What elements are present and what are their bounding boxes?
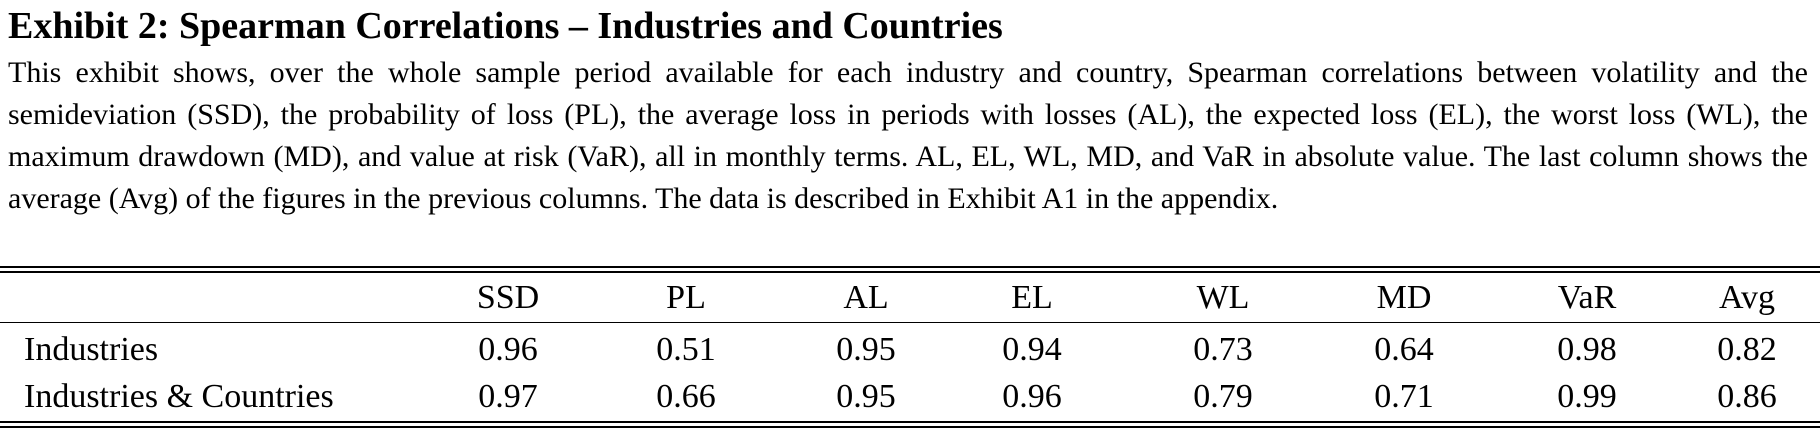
table-rule bbox=[0, 426, 1820, 428]
cell-value: 0.95 bbox=[836, 331, 896, 368]
column-header: MD bbox=[1376, 279, 1432, 316]
row-label: Industries & Countries bbox=[24, 378, 334, 415]
title: Exhibit 2: Spearman Correlations – Indus… bbox=[8, 5, 1003, 47]
cell-value: 0.95 bbox=[836, 378, 896, 415]
cell-value: 0.99 bbox=[1557, 378, 1617, 415]
column-header: Avg bbox=[1718, 279, 1776, 316]
cell-value: 0.86 bbox=[1717, 378, 1777, 415]
cell-value: 0.96 bbox=[478, 331, 538, 368]
cell-value: 0.71 bbox=[1374, 378, 1434, 415]
cell-value: 0.79 bbox=[1193, 378, 1253, 415]
cell-value: 0.51 bbox=[656, 331, 716, 368]
table-rule bbox=[0, 421, 1820, 423]
table-rule bbox=[0, 271, 1820, 273]
cell-value: 0.98 bbox=[1557, 331, 1617, 368]
cell-value: 0.82 bbox=[1717, 331, 1777, 368]
description: This exhibit shows, over the whole sampl… bbox=[8, 56, 1808, 215]
column-header: EL bbox=[1011, 279, 1053, 316]
cell-value: 0.96 bbox=[1002, 378, 1062, 415]
cell-value: 0.73 bbox=[1193, 331, 1253, 368]
row-label: Industries bbox=[24, 331, 159, 368]
cell-value: 0.94 bbox=[1002, 331, 1062, 368]
cell-value: 0.97 bbox=[478, 378, 538, 415]
table-rule bbox=[0, 322, 1820, 323]
column-header: SSD bbox=[476, 279, 540, 316]
column-header: AL bbox=[843, 279, 889, 316]
column-header: WL bbox=[1196, 279, 1250, 316]
column-header: VaR bbox=[1557, 279, 1617, 316]
cell-value: 0.66 bbox=[656, 378, 716, 415]
column-header: PL bbox=[666, 279, 706, 316]
table-rule bbox=[0, 266, 1820, 268]
cell-value: 0.64 bbox=[1374, 331, 1434, 368]
